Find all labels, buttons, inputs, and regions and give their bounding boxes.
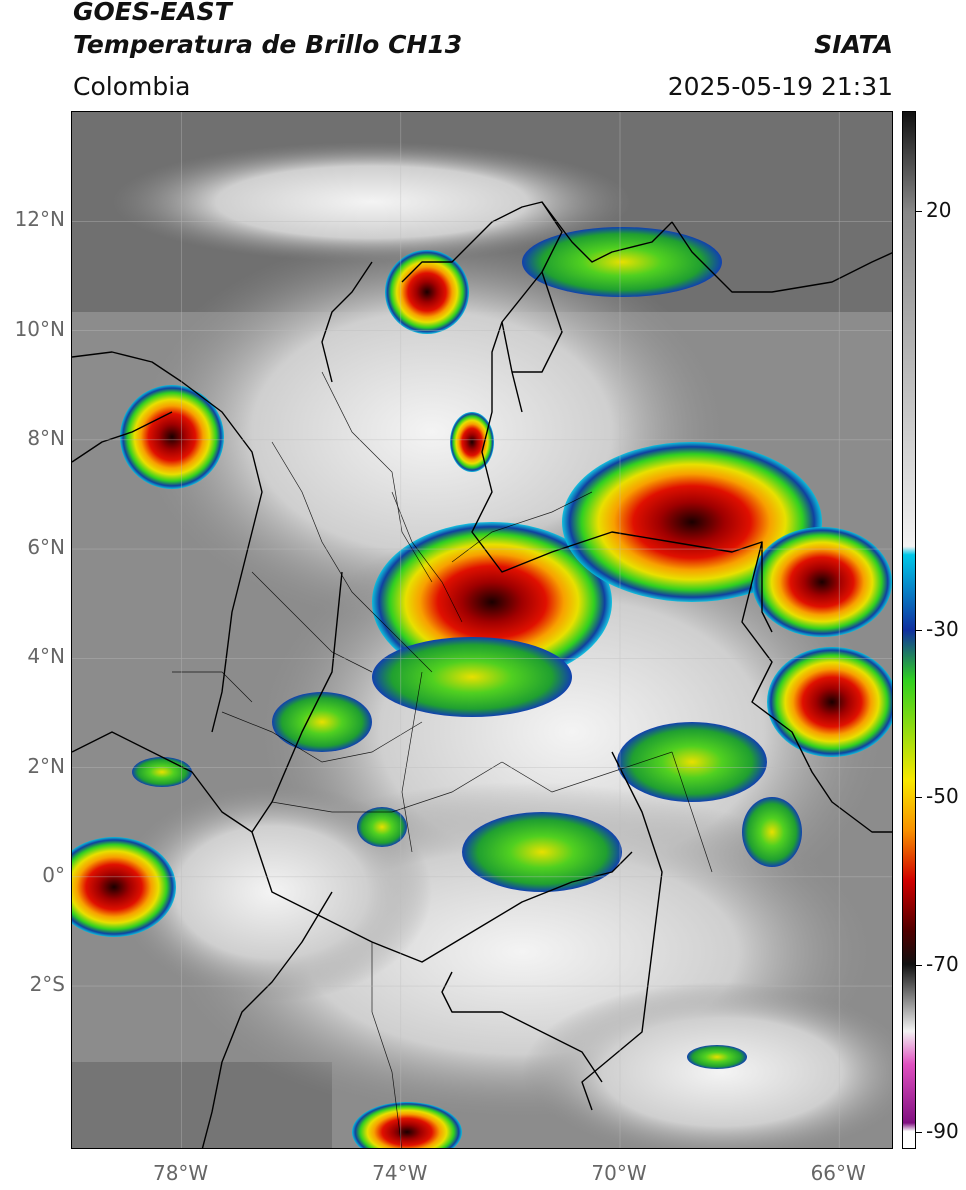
product-title: Temperatura de Brillo CH13: [73, 30, 463, 59]
graticule: [72, 112, 892, 1148]
colorbar-tick: [916, 630, 922, 631]
lat-tick-label: 10°N: [14, 316, 65, 341]
colorbar-tick: [916, 797, 922, 799]
lat-tick-label: 8°N: [27, 425, 65, 450]
lat-tick-label: 2°N: [27, 753, 65, 778]
satellite-map[interactable]: [71, 111, 893, 1149]
datetime-label: 2025-05-19 21:31: [667, 72, 893, 101]
colorbar-tick: [916, 1132, 922, 1134]
satellite-title: GOES-EAST: [73, 0, 232, 26]
lon-tick-label: 70°W: [591, 1161, 647, 1185]
lat-tick-label: 12°N: [14, 207, 65, 232]
map-canvas: [72, 112, 892, 1148]
agency-label: SIATA: [814, 30, 893, 59]
colorbar: [902, 111, 916, 1149]
lat-tick-label: 4°N: [27, 644, 65, 669]
lat-tick-label: 2°S: [29, 972, 65, 997]
colorbar-tick: [916, 211, 922, 213]
lon-tick-label: 74°W: [372, 1161, 428, 1185]
colorbar-tick: [916, 964, 922, 966]
lat-tick-label: 6°N: [27, 535, 65, 560]
region-label: Colombia: [73, 72, 191, 101]
lat-tick-label: 0°: [42, 862, 65, 887]
colorbar-tick-label: -50: [926, 784, 959, 809]
lon-tick-label: 78°W: [152, 1161, 209, 1185]
colorbar-tick-label: 20: [926, 198, 952, 223]
lon-tick-label: 66°W: [810, 1161, 866, 1185]
colorbar-tick-label: -90: [926, 1119, 959, 1144]
colorbar-tick-label: -30: [926, 617, 959, 641]
colorbar-tick-label: -70: [926, 951, 959, 976]
